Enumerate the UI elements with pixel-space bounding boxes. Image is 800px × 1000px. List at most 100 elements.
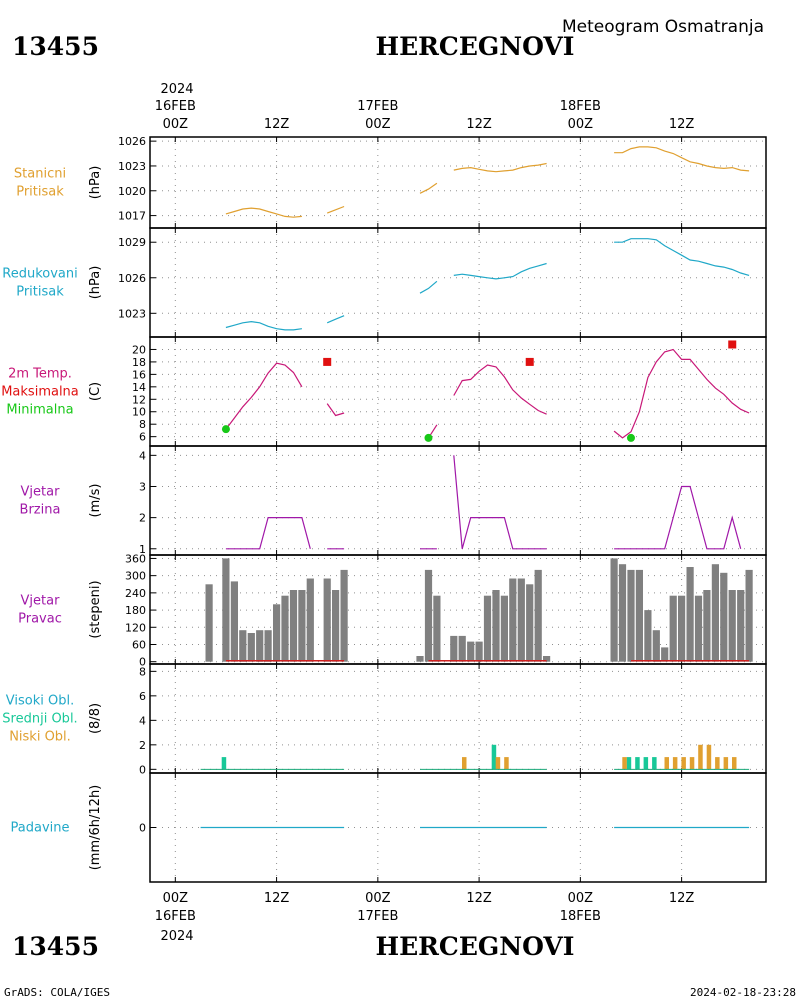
- x-tick-label: 00Z: [163, 891, 189, 906]
- bar: [534, 569, 542, 662]
- bar: [745, 569, 753, 662]
- bar: [627, 569, 635, 662]
- year-label-bottom: 2024: [160, 929, 193, 944]
- bar: [643, 757, 649, 770]
- series-line: [225, 320, 302, 331]
- x-date-label: 18FEB: [560, 99, 601, 114]
- bar: [626, 757, 632, 770]
- series-line: [326, 205, 345, 214]
- bar: [340, 569, 348, 662]
- x-date-label: 17FEB: [357, 99, 398, 114]
- bar: [526, 584, 534, 662]
- panel-5: 0 2 4 6 8 (8/8) Visoki Obl. Srednji Obl. Niski O…: [2, 663, 767, 776]
- y-tick-label: 6: [139, 690, 146, 703]
- bar: [491, 744, 497, 770]
- bar: [332, 590, 340, 662]
- panel-frame: [149, 663, 767, 774]
- bar: [264, 630, 272, 662]
- y-tick-label: 1029: [118, 236, 146, 249]
- panel-label: Brzina: [20, 503, 61, 518]
- panel-label: Minimalna: [6, 403, 73, 418]
- x-date-label: 16FEB: [155, 909, 196, 924]
- min-temp-marker: [424, 433, 433, 442]
- y-tick-label: 300: [125, 570, 146, 583]
- panel-0: 1017 1020 1023 1026 (hPa) Stanicni Pritisak: [14, 135, 767, 229]
- y-tick-label: 14: [132, 381, 146, 394]
- y-tick-label: 120: [125, 621, 146, 634]
- x-tick-label: 00Z: [163, 117, 189, 132]
- y-tick-label: 16: [132, 368, 146, 381]
- series-line: [453, 364, 547, 415]
- max-temp-marker: [525, 357, 534, 366]
- bar: [720, 572, 728, 662]
- bar: [635, 569, 643, 662]
- bar: [467, 641, 475, 662]
- panel-frame: [149, 136, 767, 229]
- bar: [652, 757, 657, 770]
- x-tick-label: 12Z: [669, 117, 695, 132]
- time-axis-top: 00Z 16FEB 12Z 00Z 17FEB 12Z 00Z 18FEB 12Z: [155, 99, 695, 132]
- bar: [737, 590, 745, 662]
- bar: [416, 656, 424, 662]
- panel-label: Pravac: [18, 612, 62, 627]
- y-axis-label: (hPa): [88, 166, 103, 200]
- bar: [222, 558, 230, 662]
- y-tick-label: 0: [139, 656, 146, 669]
- panel-label: Niski Obl.: [9, 730, 71, 745]
- y-tick-label: 8: [139, 418, 146, 431]
- y-tick-label: 4: [139, 449, 146, 462]
- station-id-bottom: 13455: [12, 932, 99, 961]
- x-tick-label: 00Z: [365, 117, 391, 132]
- bar: [433, 595, 441, 662]
- y-axis-label: (hPa): [88, 266, 103, 300]
- panel-label: Stanicni: [14, 167, 66, 182]
- y-tick-label: 1017: [118, 210, 146, 223]
- x-tick-label: 00Z: [568, 117, 594, 132]
- panel-label: Maksimalna: [1, 385, 79, 400]
- bar: [678, 595, 686, 662]
- bar: [661, 647, 669, 662]
- x-tick-label: 12Z: [669, 891, 695, 906]
- panel-label: Padavine: [11, 821, 70, 836]
- panel-label: Vjetar: [21, 594, 61, 609]
- station-name-bottom: HERCEGNOVI: [375, 932, 574, 961]
- y-tick-label: 60: [132, 638, 146, 651]
- bar: [483, 595, 492, 662]
- bar: [711, 564, 719, 662]
- bar: [424, 569, 433, 662]
- y-tick-label: 1026: [118, 272, 146, 285]
- bar: [323, 578, 331, 662]
- y-tick-label: 20: [132, 343, 146, 356]
- panel-label: Pritisak: [16, 285, 64, 300]
- bar: [672, 757, 678, 770]
- y-tick-label: 2: [139, 739, 146, 752]
- y-tick-label: 180: [125, 604, 146, 617]
- series-line: [225, 516, 311, 550]
- bar: [495, 757, 501, 770]
- bar: [723, 757, 729, 770]
- bar: [686, 567, 694, 662]
- y-tick-label: 1023: [118, 160, 146, 173]
- bar: [281, 595, 289, 662]
- series-line: [225, 362, 303, 430]
- max-temp-marker: [728, 340, 737, 349]
- series-line: [326, 403, 345, 417]
- footer-timestamp: 2024-02-18-23:28: [690, 986, 796, 999]
- panel-frame: [149, 336, 767, 447]
- bar: [475, 641, 483, 662]
- panels-group: 1017102010231026(hPa)StanicniPritisak102…: [1, 135, 767, 883]
- y-axis-label: (8/8): [88, 703, 103, 734]
- bar: [221, 757, 227, 770]
- y-tick-label: 1023: [118, 307, 146, 320]
- panel-3: 1 2 3 4 (m/s) Vjetar Brzina: [20, 445, 767, 556]
- bar: [492, 590, 500, 662]
- x-date-label: 18FEB: [560, 909, 601, 924]
- y-tick-label: 10: [132, 406, 146, 419]
- panel-label: Vjetar: [21, 485, 61, 500]
- y-tick-label: 4: [139, 714, 146, 727]
- x-tick-label: 12Z: [466, 891, 492, 906]
- panel-label: Pritisak: [16, 185, 64, 200]
- series-line: [453, 455, 547, 550]
